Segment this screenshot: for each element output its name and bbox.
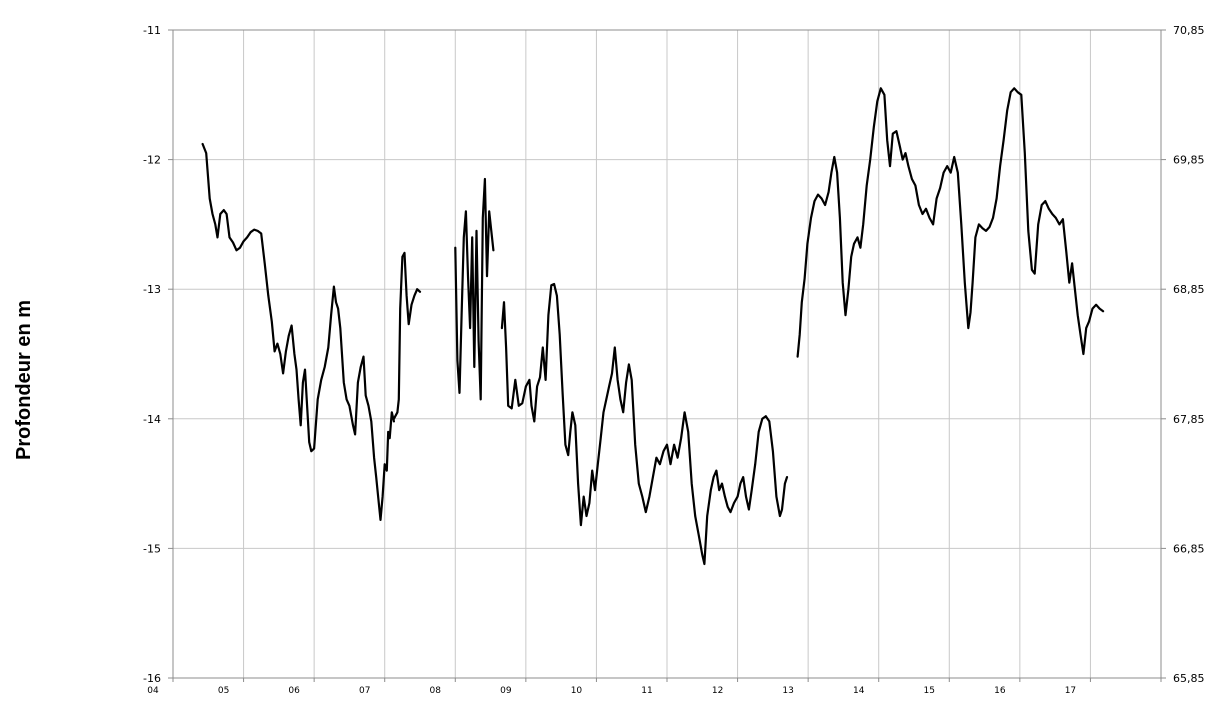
series-line-segment [392,251,422,420]
grid-layer [173,30,1161,678]
x-tick-label: 04 [147,686,159,696]
x-tick-label: 15 [924,686,935,696]
y-tick-label: -13 [143,283,161,296]
x-tick-label: 14 [853,686,865,696]
series-line-segment [201,142,395,522]
x-tick-label: 07 [359,686,370,696]
y2-tick-label: 65,85 [1173,672,1205,685]
x-tick-label: 17 [1065,686,1076,696]
x-tick-label: 06 [288,686,300,696]
x-tick-label: 10 [571,686,583,696]
y-tick-label: -14 [143,413,161,426]
x-tick-label: 11 [641,686,652,696]
series-line-segment [500,282,789,566]
y-tick-label: -11 [143,24,161,37]
x-tick-label: 09 [500,686,512,696]
x-tick-label: 16 [994,686,1006,696]
y-axis-label: Profondeur en m [13,300,35,460]
y-tick-label: -15 [143,542,161,555]
y2-tick-label: 66,85 [1173,542,1205,555]
series-layer [201,87,1105,566]
y2-tick-label: 68,85 [1173,283,1205,296]
y2-tick-label: 69,85 [1173,154,1205,167]
series-line-segment [454,177,495,401]
x-tick-label: 12 [712,686,723,696]
x-tick-label: 05 [218,686,229,696]
x-axis-ticks: 04 05 06 07 08 09 10 11 12 13 14 15 16 17 [147,678,1162,696]
y-tick-label: -12 [143,154,161,167]
y2-axis-ticks: 65,85 66,85 67,85 68,85 69,85 70,85 [1161,24,1205,685]
y-axis-ticks: -16 -15 -14 -13 -12 -11 [143,24,173,685]
x-tick-label: 13 [782,686,793,696]
series-line-segment [796,87,1105,358]
y-tick-label: -16 [143,672,161,685]
x-tick-label: 08 [430,686,442,696]
y2-tick-label: 67,85 [1173,413,1205,426]
y2-tick-label: 70,85 [1173,24,1205,37]
